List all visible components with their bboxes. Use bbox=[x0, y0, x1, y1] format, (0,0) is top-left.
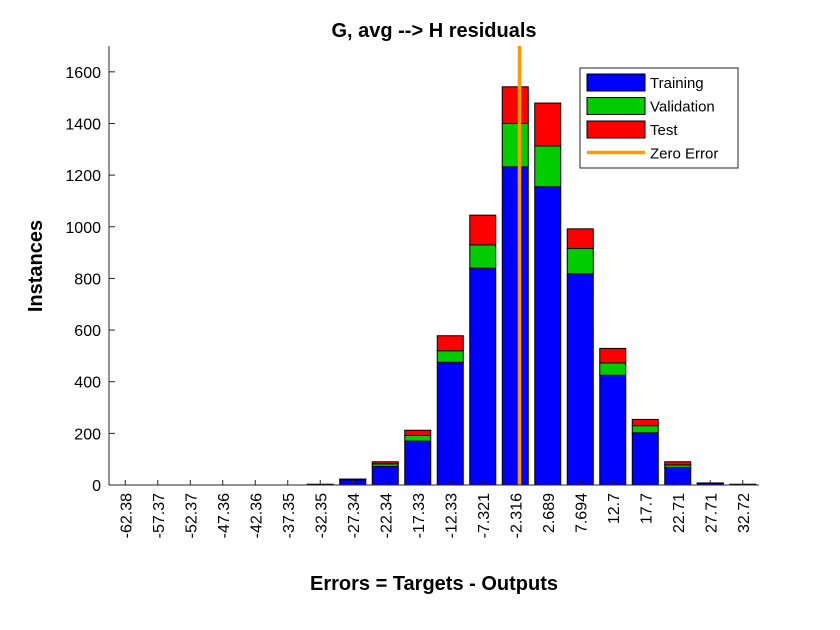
y-tick-label: 1000 bbox=[65, 220, 101, 237]
x-tick-label: 2.689 bbox=[541, 493, 558, 533]
bar-training-16 bbox=[631, 432, 659, 486]
x-tick-label: 17.7 bbox=[638, 493, 655, 524]
x-tick-label: -52.37 bbox=[183, 493, 200, 538]
bar-test-14 bbox=[566, 228, 594, 249]
y-tick-label: 1200 bbox=[65, 168, 101, 185]
x-tick-label: -32.35 bbox=[313, 493, 330, 538]
x-tick-label: 7.694 bbox=[573, 493, 590, 533]
bar-training-15 bbox=[599, 374, 627, 486]
x-tick-label: -7.321 bbox=[476, 493, 493, 538]
x-tick-label: 22.71 bbox=[671, 493, 688, 533]
bar-validation-14 bbox=[566, 247, 594, 275]
bars-group bbox=[112, 86, 757, 486]
bar-test-15 bbox=[599, 347, 627, 364]
bar-test-12 bbox=[501, 86, 529, 124]
x-tick-label: -2.316 bbox=[508, 493, 525, 538]
bar-validation-11 bbox=[469, 244, 497, 269]
legend-label-training: Training bbox=[650, 75, 704, 92]
legend-swatch-training bbox=[586, 73, 646, 92]
legend-label-zero-error: Zero Error bbox=[650, 146, 718, 163]
bar-validation-12 bbox=[501, 122, 529, 168]
legend-label-test: Test bbox=[650, 122, 678, 139]
y-axis-label: Instances bbox=[25, 220, 47, 312]
bar-test-11 bbox=[469, 214, 497, 246]
bar-validation-16 bbox=[631, 425, 659, 434]
x-tick-label: 27.71 bbox=[703, 493, 720, 533]
bar-training-12 bbox=[501, 166, 529, 486]
x-tick-label: -57.37 bbox=[151, 493, 168, 538]
bar-test-8 bbox=[371, 461, 399, 465]
bar-test-16 bbox=[631, 418, 659, 427]
legend-label-validation: Validation bbox=[650, 99, 715, 116]
x-tick-label: -62.38 bbox=[118, 493, 135, 538]
y-ticks-group: 0 200 400 600 800 1000 1200 1400 1600 bbox=[65, 65, 115, 495]
x-tick-label: -12.33 bbox=[443, 493, 460, 538]
x-tick-label: -17.33 bbox=[411, 493, 428, 538]
y-tick-label: 0 bbox=[92, 478, 101, 495]
bar-validation-13 bbox=[534, 145, 562, 188]
bar-test-10 bbox=[436, 335, 464, 352]
x-tick-label: -42.36 bbox=[248, 493, 265, 538]
bar-validation-9 bbox=[404, 434, 432, 442]
bar-test-9 bbox=[404, 429, 432, 436]
bar-training-10 bbox=[436, 361, 464, 486]
bar-validation-15 bbox=[599, 362, 627, 376]
y-tick-label: 800 bbox=[74, 271, 101, 288]
x-tick-label: 32.72 bbox=[736, 493, 753, 533]
x-axis-label: Errors = Targets - Outputs bbox=[310, 573, 558, 595]
bar-training-11 bbox=[469, 267, 497, 486]
x-ticks-group: -62.38 -57.37 -52.37 -47.36 -42.36 -37.35 -32.… bbox=[118, 480, 753, 538]
legend: Training Validation Test Zero Error bbox=[579, 67, 739, 169]
axes-group bbox=[108, 46, 759, 486]
chart-title: G, avg --> H residuals bbox=[331, 20, 536, 42]
y-tick-label: 1600 bbox=[65, 65, 101, 82]
x-tick-label: -27.34 bbox=[346, 493, 363, 538]
y-tick-label: 200 bbox=[74, 426, 101, 443]
bar-test-17 bbox=[664, 461, 692, 466]
y-tick-label: 1400 bbox=[65, 116, 101, 133]
x-tick-label: -22.34 bbox=[378, 493, 395, 538]
bar-test-13 bbox=[534, 102, 562, 147]
legend-swatch-test bbox=[586, 120, 646, 139]
bar-training-9 bbox=[404, 440, 432, 486]
legend-swatch-validation bbox=[586, 97, 646, 115]
x-tick-label: 12.7 bbox=[606, 493, 623, 524]
bar-training-14 bbox=[566, 273, 594, 486]
x-tick-label: -37.35 bbox=[281, 493, 298, 538]
y-tick-label: 600 bbox=[74, 323, 101, 340]
bar-validation-10 bbox=[436, 350, 464, 363]
x-tick-label: -47.36 bbox=[216, 493, 233, 538]
bar-training-13 bbox=[534, 186, 562, 486]
y-tick-label: 400 bbox=[74, 375, 101, 392]
